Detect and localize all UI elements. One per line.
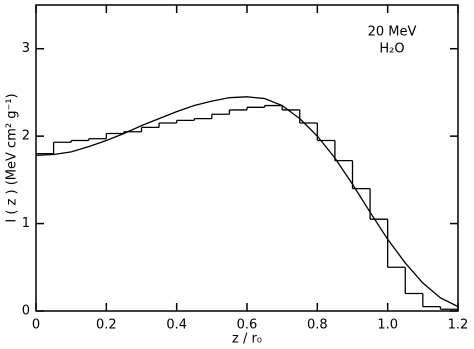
- x-tick-label: 0.4: [166, 318, 187, 333]
- y-tick-label: 0: [22, 304, 30, 319]
- y-tick-label: 2: [22, 129, 30, 144]
- annotation: H₂O: [379, 42, 404, 57]
- x-tick-label: 0.2: [96, 318, 117, 333]
- x-axis-label: z / r₀: [232, 332, 262, 347]
- y-tick-label: 1: [22, 216, 30, 231]
- x-tick-label: 0.8: [307, 318, 328, 333]
- x-tick-label: 0.6: [237, 318, 258, 333]
- annotation: 20 MeV: [368, 25, 417, 40]
- x-tick-label: 0: [32, 318, 40, 333]
- x-tick-label: 1.0: [377, 318, 398, 333]
- y-axis-label: I ( z ) (MeV cm² g⁻¹): [5, 93, 20, 222]
- model-curve: [35, 96, 459, 308]
- y-tick-label: 3: [22, 41, 30, 56]
- x-tick-label: 1.2: [448, 318, 469, 333]
